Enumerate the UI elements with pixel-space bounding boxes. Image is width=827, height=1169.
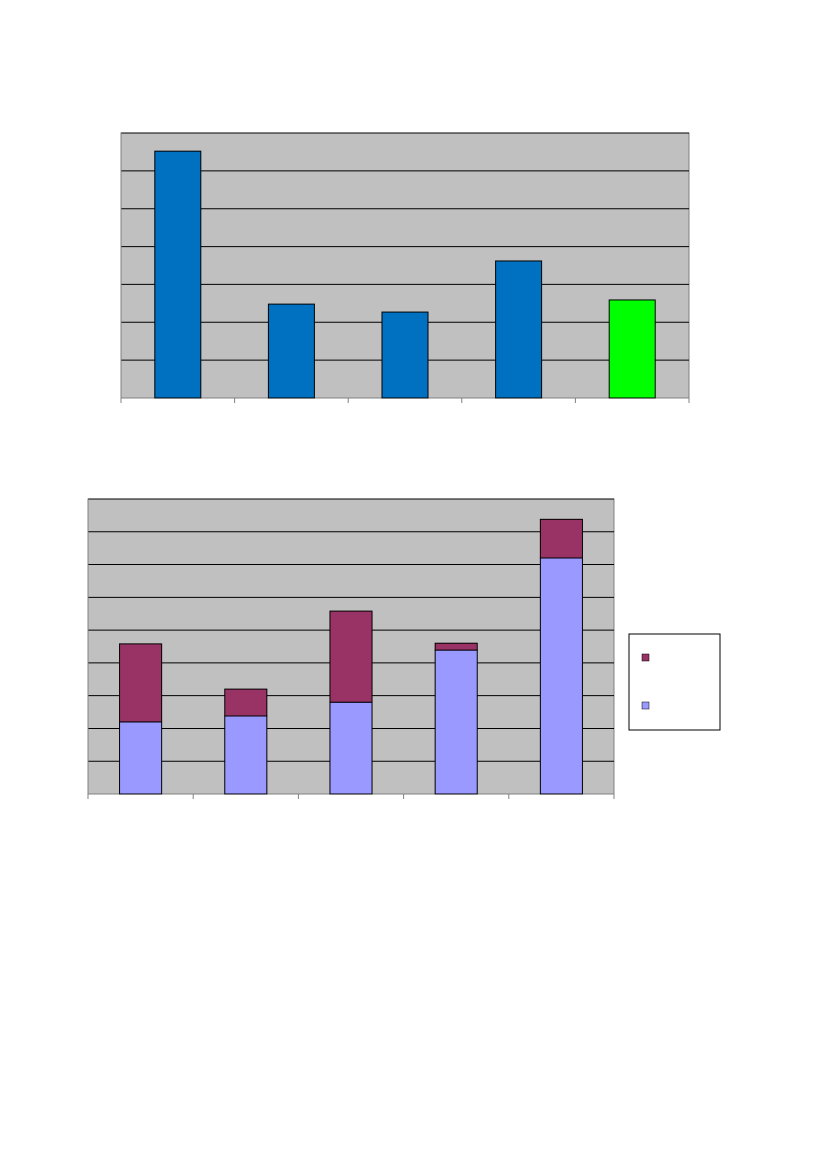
bar-segment: [434, 642, 478, 651]
bar: [495, 260, 543, 399]
bar-segment: [224, 688, 268, 717]
bar-segment: [119, 643, 163, 723]
bar: [381, 311, 429, 399]
bar-segment: [434, 649, 478, 795]
legend: [628, 633, 721, 731]
bar: [608, 299, 656, 399]
bar-segment: [119, 721, 163, 795]
legend-marker: [641, 653, 650, 662]
legend-marker: [641, 701, 650, 710]
bar-segment: [329, 701, 373, 795]
bar-segment: [539, 518, 583, 559]
bar-segment: [329, 610, 373, 703]
bar-segment: [224, 715, 268, 795]
chart: [87, 498, 721, 799]
bar: [154, 150, 202, 399]
chart: [120, 132, 690, 403]
bar: [267, 303, 315, 399]
bar-segment: [539, 557, 583, 795]
